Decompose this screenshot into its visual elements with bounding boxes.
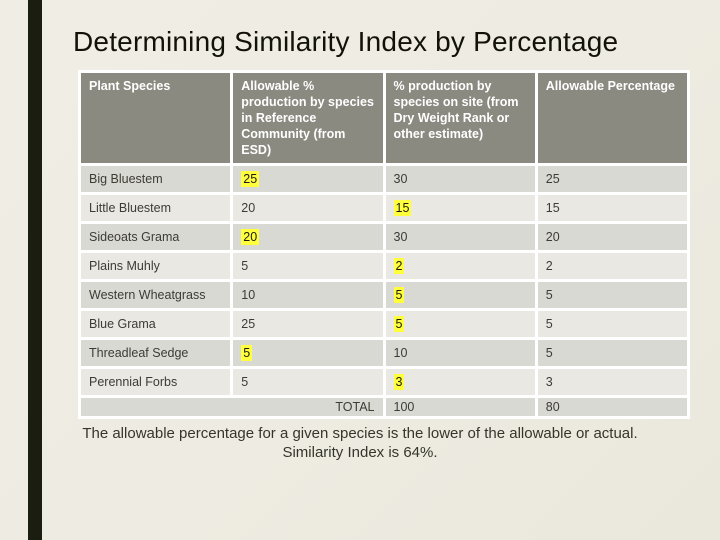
total-actual: 100 [385, 398, 535, 416]
actual-cell: 5 [385, 282, 535, 308]
allowable-cell: 10 [233, 282, 383, 308]
highlighted-value: 2 [393, 257, 405, 274]
allowable-cell: 5 [233, 253, 383, 279]
table-row: Big Bluestem 25 30 25 [81, 166, 687, 192]
allowable-cell: 20 [233, 195, 383, 221]
actual-cell: 5 [385, 311, 535, 337]
highlighted-value: 3 [393, 373, 405, 390]
species-cell: Western Wheatgrass [81, 282, 231, 308]
table-row: Sideoats Grama 20 30 20 [81, 224, 687, 250]
highlighted-value: 5 [241, 344, 253, 361]
table-row: Little Bluestem 20 15 15 [81, 195, 687, 221]
table-row: Perennial Forbs 5 3 3 [81, 369, 687, 395]
allowable-cell: 25 [233, 166, 383, 192]
result-cell: 15 [537, 195, 687, 221]
highlighted-value: 15 [393, 199, 412, 216]
table-row: Plains Muhly 5 2 2 [81, 253, 687, 279]
actual-cell: 30 [385, 224, 535, 250]
footer-rule-text: The allowable percentage for a given spe… [82, 425, 638, 442]
table-row: Blue Grama 25 5 5 [81, 311, 687, 337]
result-cell: 2 [537, 253, 687, 279]
actual-cell: 30 [385, 166, 535, 192]
allowable-cell: 25 [233, 311, 383, 337]
table-row: Threadleaf Sedge 5 10 5 [81, 340, 687, 366]
similarity-index-text: Similarity Index is 64%. [282, 444, 438, 461]
result-cell: 20 [537, 224, 687, 250]
highlighted-value: 25 [241, 170, 260, 187]
result-cell: 25 [537, 166, 687, 192]
species-cell: Threadleaf Sedge [81, 340, 231, 366]
species-cell: Little Bluestem [81, 195, 231, 221]
species-cell: Big Bluestem [81, 166, 231, 192]
species-cell: Plains Muhly [81, 253, 231, 279]
species-cell: Blue Grama [81, 311, 231, 337]
column-header-3: Allowable Percentage [537, 73, 687, 163]
result-cell: 3 [537, 369, 687, 395]
allowable-cell: 5 [233, 340, 383, 366]
result-cell: 5 [537, 340, 687, 366]
result-cell: 5 [537, 282, 687, 308]
allowable-cell: 20 [233, 224, 383, 250]
actual-cell: 10 [385, 340, 535, 366]
footer-note: The allowable percentage for a given spe… [80, 424, 640, 462]
column-header-1: Allowable % production by species in Ref… [233, 73, 383, 163]
actual-cell: 15 [385, 195, 535, 221]
allowable-cell: 5 [233, 369, 383, 395]
column-header-0: Plant Species [81, 73, 231, 163]
actual-cell: 2 [385, 253, 535, 279]
total-row: TOTAL 100 80 [81, 398, 687, 416]
slide-title: Determining Similarity Index by Percenta… [73, 26, 619, 57]
highlighted-value: 5 [393, 315, 405, 332]
total-label: TOTAL [81, 398, 383, 416]
table-body: Big Bluestem 25 30 25 Little Bluestem 20 15 15 S… [81, 166, 687, 416]
actual-cell: 3 [385, 369, 535, 395]
highlighted-value: 20 [241, 228, 260, 245]
result-cell: 5 [537, 311, 687, 337]
table-row: Western Wheatgrass 10 5 5 [81, 282, 687, 308]
highlighted-value: 5 [393, 286, 405, 303]
species-cell: Sideoats Grama [81, 224, 231, 250]
similarity-table: Plant Species Allowable % production by s… [78, 70, 690, 419]
column-header-2: % production by species on site (from Dr… [385, 73, 535, 163]
total-result: 80 [537, 398, 687, 416]
table-header-row: Plant Species Allowable % production by s… [81, 73, 687, 163]
species-cell: Perennial Forbs [81, 369, 231, 395]
accent-bar [28, 0, 42, 540]
